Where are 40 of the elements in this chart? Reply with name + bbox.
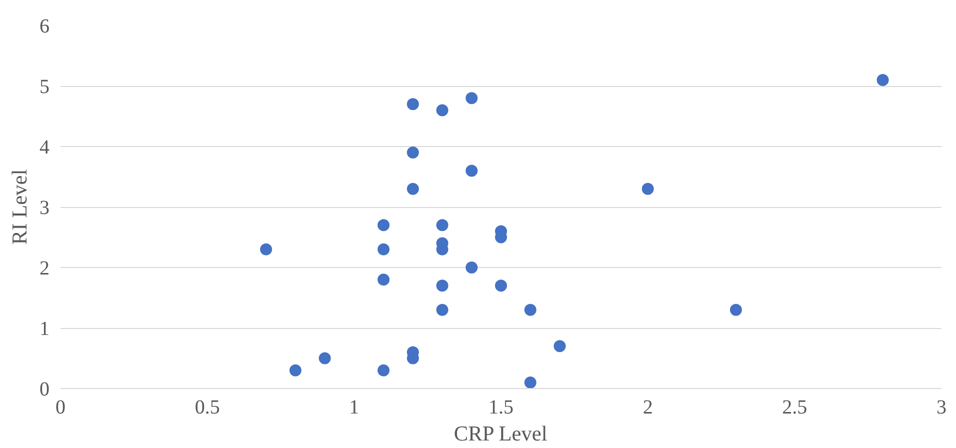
x-tick-label: 0 [56,396,66,418]
y-tick-label: 6 [40,16,50,38]
point [495,280,507,292]
point [466,262,478,274]
x-tick-label: 1.5 [488,396,514,418]
x-tick-label: 0.5 [194,396,220,418]
y-tick-label: 2 [40,258,50,280]
y-tick-label: 0 [40,378,50,400]
x-tick-label: 2.5 [782,396,808,418]
y-tick-label: 1 [40,318,50,340]
x-tick-label: 1 [349,396,360,418]
point [436,280,448,292]
point [436,104,448,116]
point [260,243,272,256]
point [406,182,419,195]
point [318,352,331,364]
y-axis-title: RI Level [8,169,32,245]
x-axis-title: CRP Level [454,422,548,446]
point [466,164,478,177]
y-tick-label: 5 [40,76,50,98]
point [378,274,390,286]
y-tick-label: 4 [40,136,50,158]
x-tick-label: 3 [936,396,946,418]
point [466,92,478,104]
point [289,364,302,376]
point [378,243,390,256]
point [406,146,419,159]
point [642,182,654,195]
point [436,219,448,232]
point [406,98,419,110]
point [554,340,566,352]
point [876,74,889,86]
point [378,219,390,232]
point [524,376,536,388]
point [436,304,448,316]
point [524,304,536,316]
point [378,364,390,376]
point [730,304,742,316]
y-tick-label: 3 [40,197,50,219]
x-tick-label: 2 [642,396,653,418]
